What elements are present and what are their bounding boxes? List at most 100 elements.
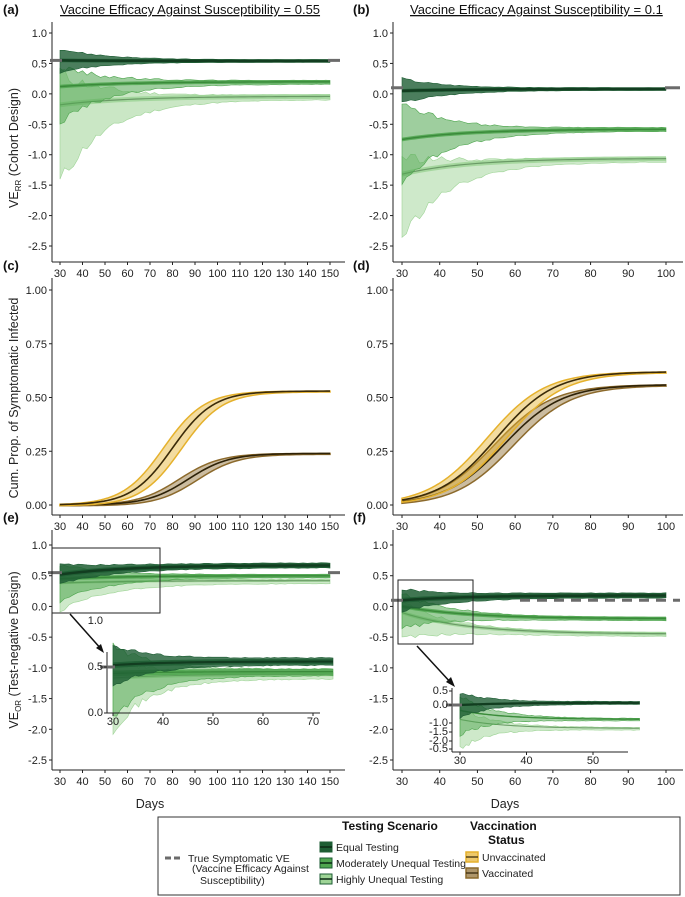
column-title-left: Vaccine Efficacy Against Susceptibility … — [60, 2, 320, 17]
y-tick-label: 0.75 — [367, 339, 388, 351]
y-tick-label: -1.5 — [369, 180, 388, 192]
inset-y-tick-label: 0.5 — [88, 661, 103, 673]
x-tick-label: 60 — [509, 268, 521, 280]
inset-y-tick-label: 0.0 — [88, 707, 103, 719]
series-line-moderate — [59, 81, 331, 88]
series-line-equal — [59, 564, 331, 576]
y-tick-label: 0.50 — [367, 393, 388, 405]
series-band-high — [401, 600, 667, 638]
series-ci-high — [60, 94, 330, 108]
panel-e: (e) 1.0 0.5 0.0 -0.5 -1.0 -1.5 -2.0 -2.5 30 40 50 60… — [3, 510, 345, 788]
x-tick-label: 150 — [321, 268, 339, 280]
series-line-moderate — [401, 128, 667, 141]
x-tick-label: 70 — [547, 268, 559, 280]
series-line-vaccinated — [59, 452, 331, 506]
series-line-high — [401, 158, 667, 175]
x-tick-label: 70 — [144, 268, 156, 280]
panel-b: (b)1.0 0.5 0.0 -0.5 -1.0 -1.5 -2.0 -2.5 30 40 50 60… — [353, 2, 683, 280]
y-tick-label: -2.5 — [369, 755, 388, 767]
inset-y-tick-label: 1.0 — [88, 615, 103, 627]
y-tick-label: 1.0 — [373, 540, 388, 552]
x-tick-label: 110 — [231, 521, 249, 533]
y-tick-label: 0.0 — [373, 89, 388, 101]
series-line-high — [401, 611, 667, 635]
x-label-left: Days — [136, 797, 164, 811]
x-tick-label: 70 — [144, 776, 156, 788]
y-tick-label: -0.5 — [28, 632, 47, 644]
y-tick-label: 1.0 — [373, 28, 388, 40]
x-tick-label: 80 — [584, 776, 596, 788]
panel-label: (b) — [353, 2, 370, 17]
x-tick-label: 50 — [471, 521, 483, 533]
x-tick-label: 50 — [99, 776, 111, 788]
x-tick-label: 100 — [657, 521, 675, 533]
x-tick-label: 60 — [121, 268, 133, 280]
series-band-vaccinated — [401, 384, 667, 505]
y-tick-label: -0.5 — [369, 632, 388, 644]
inset-x-tick-label: 60 — [257, 716, 269, 728]
y-tick-label: -1.0 — [28, 663, 47, 675]
inset-y-tick-label: 0.5 — [433, 685, 448, 697]
y-tick-label: -1.5 — [369, 694, 388, 706]
x-tick-label: 140 — [298, 521, 316, 533]
y-tick-label: -0.5 — [28, 119, 47, 131]
zoom-arrow — [416, 645, 453, 685]
series-line-moderate — [401, 605, 667, 620]
x-tick-label: 60 — [509, 521, 521, 533]
x-tick-label: 40 — [434, 268, 446, 280]
inset-x-tick-label: 40 — [157, 716, 169, 728]
x-tick-label: 120 — [253, 268, 271, 280]
y-tick-label: 1.00 — [367, 285, 388, 297]
x-tick-label: 40 — [76, 521, 88, 533]
y-tick-label: 0.25 — [367, 446, 388, 458]
x-tick-label: 90 — [189, 776, 201, 788]
inset-x-tick-label: 50 — [207, 716, 219, 728]
y-tick-label: 0.0 — [32, 89, 47, 101]
x-tick-label: 70 — [547, 776, 559, 788]
legend-vacc-label: Unvaccinated — [482, 852, 546, 864]
inset-y-tick-label: 0.0 — [433, 699, 448, 711]
series-band-equal — [459, 693, 640, 720]
zoom-arrow-head — [446, 677, 455, 687]
x-tick-label: 80 — [166, 776, 178, 788]
series-line-moderate — [459, 709, 640, 720]
legend: True Symptomatic VE (Vaccine Efficacy Ag… — [157, 816, 681, 896]
inset-y-tick-label: -1.5 — [429, 726, 448, 738]
panel-label: (a) — [3, 2, 19, 17]
legend-testing-title: Testing Scenario — [342, 819, 438, 833]
y-tick-label: -2.5 — [28, 755, 47, 767]
y-tick-label: -2.0 — [28, 724, 47, 736]
x-tick-label: 100 — [657, 776, 675, 788]
series-line-unvaccinated — [401, 371, 667, 501]
inset-f: 0.5 0.0 -1.0-1.5-2.0-0.5 30 40 50 — [429, 685, 640, 767]
series-ci-moderate — [402, 127, 666, 142]
x-tick-label: 90 — [622, 521, 634, 533]
x-tick-label: 90 — [622, 776, 634, 788]
x-tick-label: 100 — [657, 268, 675, 280]
y-tick-label: -1.0 — [28, 150, 47, 162]
x-tick-label: 40 — [434, 776, 446, 788]
x-tick-label: 60 — [509, 776, 521, 788]
column-title-right: Vaccine Efficacy Against Susceptibility … — [410, 2, 663, 17]
x-tick-label: 60 — [121, 776, 133, 788]
series-band-equal — [112, 645, 334, 687]
series-line-unvaccinated — [59, 390, 331, 506]
y-tick-label: 1.0 — [32, 28, 47, 40]
x-tick-label: 120 — [253, 521, 271, 533]
inset-e: 0.5 1.0 0.0 30 40 50 60 70 — [88, 615, 334, 736]
legend-testing-label: Moderately Unequal Testing — [336, 858, 466, 870]
panel-f: (f)1.00.50.0-0.5-1.0-1.5-2.0-2.530 40 50 60… — [353, 510, 683, 788]
panel-d: (d) 0.00 0.25 0.50 0.75 1.00 30 40 50 60 70 80 90 100 — [353, 258, 683, 533]
series-ci-moderate — [402, 604, 666, 621]
y-tick-label: -1.0 — [369, 663, 388, 675]
series-band-unvaccinated — [401, 371, 667, 504]
y-label-cumulative: Cum. Prop. of Symptomatic Infected — [7, 298, 21, 499]
x-tick-label: 140 — [298, 268, 316, 280]
x-tick-label: 30 — [54, 521, 66, 533]
inset-x-tick-label: 30 — [107, 716, 119, 728]
series-line-equal — [401, 594, 667, 602]
series-line-equal — [59, 59, 331, 63]
x-tick-label: 90 — [189, 268, 201, 280]
x-tick-label: 80 — [584, 268, 596, 280]
